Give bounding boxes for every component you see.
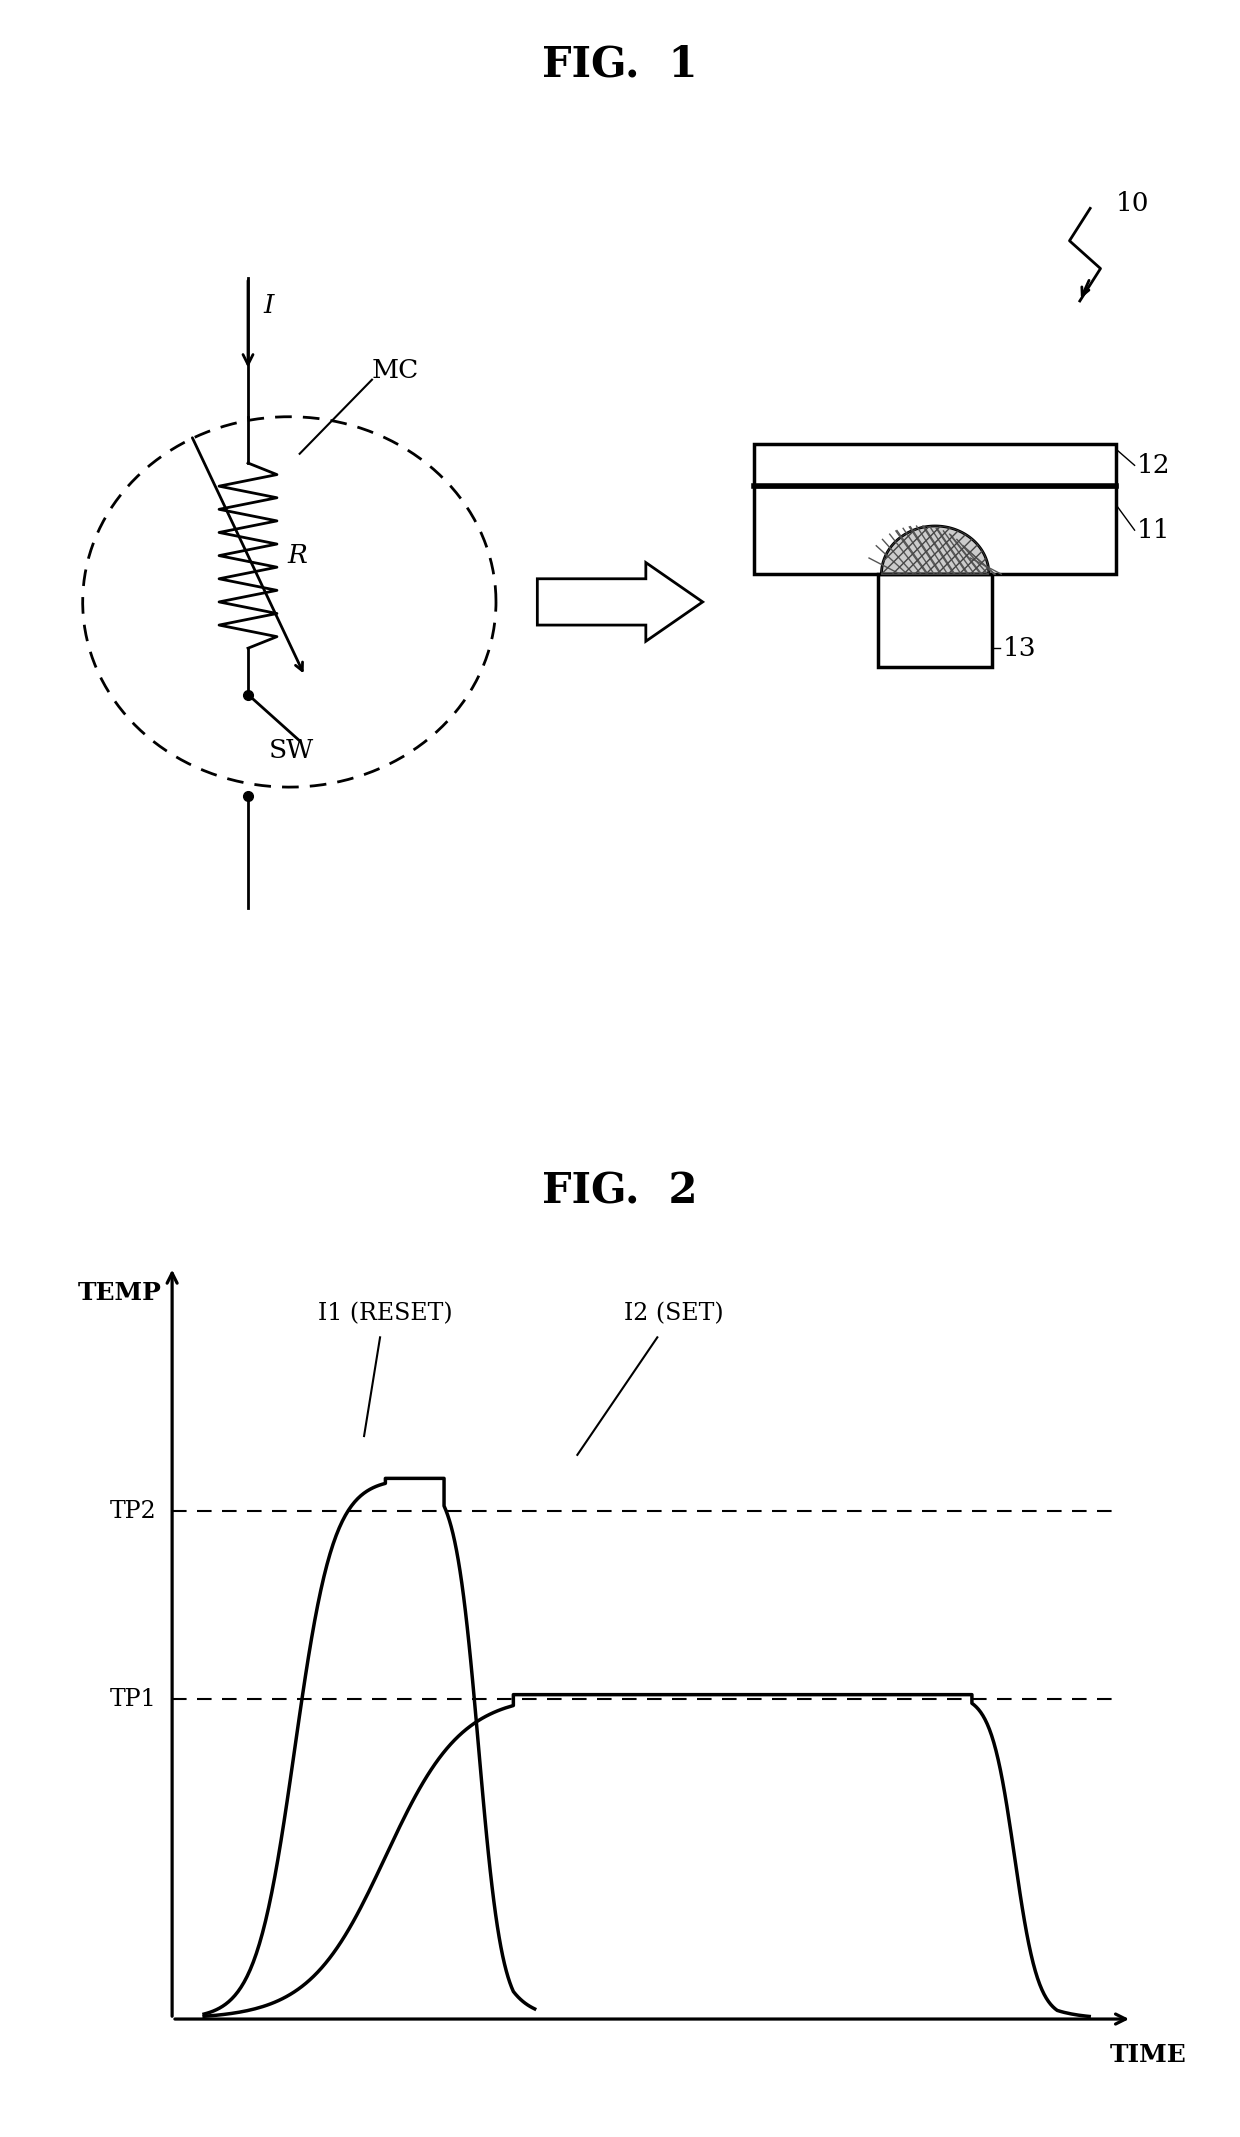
Text: TP1: TP1 — [109, 1688, 156, 1712]
Text: FIG.  1: FIG. 1 — [542, 45, 698, 85]
Text: 10: 10 — [1116, 190, 1149, 216]
FancyArrow shape — [537, 562, 703, 641]
Text: MC: MC — [372, 357, 419, 383]
Text: TEMP: TEMP — [78, 1280, 161, 1306]
Bar — [754, 485, 1116, 575]
Polygon shape — [882, 526, 990, 575]
Text: TP2: TP2 — [109, 1500, 156, 1524]
Text: R: R — [288, 543, 308, 568]
Text: 12: 12 — [1137, 453, 1171, 479]
Bar — [754, 444, 1116, 485]
Text: I2 (SET): I2 (SET) — [624, 1301, 723, 1325]
Text: I: I — [263, 293, 274, 318]
Text: TIME: TIME — [1110, 2043, 1187, 2066]
Bar — [878, 575, 992, 667]
Text: 13: 13 — [1002, 635, 1035, 660]
Text: I1 (RESET): I1 (RESET) — [319, 1301, 453, 1325]
Text: SW: SW — [269, 737, 314, 763]
Text: FIG.  2: FIG. 2 — [542, 1171, 698, 1212]
Text: 11: 11 — [1137, 517, 1171, 543]
